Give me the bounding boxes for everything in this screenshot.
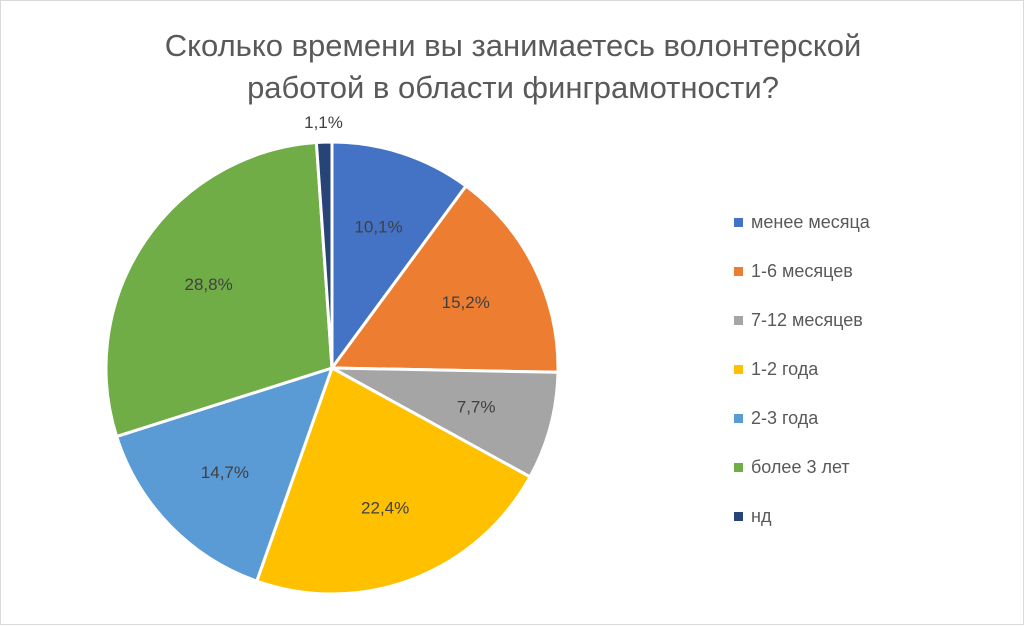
pie-slice-4 [255,366,532,596]
data-label-5: 14,7% [201,463,249,482]
legend-item-7: нд [734,505,771,527]
legend-label: 2-3 года [751,407,819,428]
legend-item-1: менее месяца [734,211,870,233]
data-label-1: 10,1% [354,217,402,236]
legend-label: более 3 лет [751,456,850,477]
data-label-7: 1,1% [304,113,343,132]
legend-swatch [734,511,743,521]
pie-slice-2 [330,184,560,374]
legend-item-2: 1-6 месяцев [734,260,853,282]
pie-slice-1 [330,140,468,370]
data-label-4: 22,4% [361,498,409,517]
data-label-6: 28,8% [185,275,233,294]
legend-swatch [734,315,743,325]
chart-title-line-1: Сколько времени вы занимаетесь волонтерс… [164,28,862,63]
chart-title-line-2: работой в области финграмотности? [247,70,779,105]
legend-swatch [734,413,743,423]
legend-swatch [734,266,743,276]
legend-item-4: 1-2 года [734,358,818,380]
data-label-3: 7,7% [457,397,496,416]
data-label-2: 15,2% [442,293,490,312]
legend-label: нд [751,505,772,526]
legend-swatch [734,217,743,227]
legend-label: 1-2 года [751,358,819,379]
pie-slice-6 [104,141,334,438]
legend-label: менее месяца [751,211,870,232]
legend-item-6: более 3 лет [734,456,850,478]
legend-item-3: 7-12 месяцев [734,309,863,331]
legend-label: 1-6 месяцев [751,260,853,281]
chart-title: Сколько времени вы занимаетесь волонтерс… [1,25,1024,109]
legend-label: 7-12 месяцев [751,309,863,330]
pie-slice-7 [314,140,334,370]
legend-swatch [734,364,743,374]
pie-slice-3 [330,366,560,479]
legend-item-5: 2-3 года [734,407,818,429]
legend-swatch [734,462,743,472]
pie-slice-5 [115,366,334,583]
